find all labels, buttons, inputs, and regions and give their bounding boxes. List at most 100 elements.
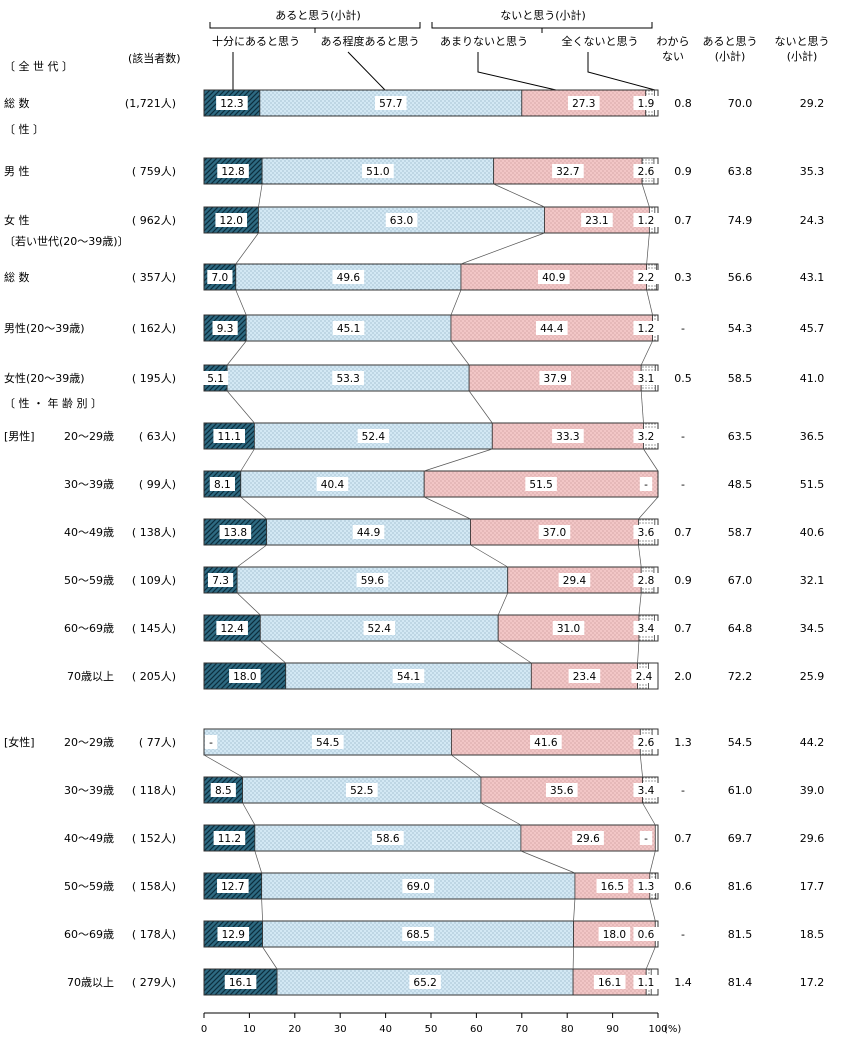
dont-know-value: 0.6 <box>674 880 692 893</box>
aru-subtotal-value: 70.0 <box>728 97 753 110</box>
respondents-count: ( 195人) <box>132 372 176 385</box>
header-aru-subtotal-1: あると思う <box>703 35 758 48</box>
connector-line <box>451 341 469 365</box>
connector-line <box>646 947 655 969</box>
nai-subtotal-value: 36.5 <box>800 430 825 443</box>
dont-know-value: 0.7 <box>674 526 692 539</box>
data-label: 23.4 <box>573 671 597 683</box>
category-label: 60～69歳 <box>64 928 114 941</box>
data-label: 1.1 <box>638 977 655 989</box>
dont-know-value: 0.7 <box>674 214 692 227</box>
data-label: 44.4 <box>540 323 564 335</box>
data-label: 5.1 <box>207 373 224 385</box>
data-label: 16.1 <box>598 977 621 989</box>
nai-subtotal-value: 51.5 <box>800 478 825 491</box>
data-label: 27.3 <box>572 98 595 110</box>
connector-line <box>262 899 263 921</box>
group-label: [男性] <box>4 429 35 443</box>
category-label: 女 性 <box>4 213 30 227</box>
connector-line <box>424 449 492 471</box>
data-label: 2.2 <box>638 272 655 284</box>
legend-series-2: ある程度あると思う <box>321 34 420 48</box>
data-label: 68.5 <box>406 929 429 941</box>
connector-line <box>647 290 653 315</box>
x-tick-label: 70 <box>515 1024 528 1035</box>
nai-subtotal-value: 34.5 <box>800 622 825 635</box>
dont-know-value: - <box>681 430 685 443</box>
section-label: 〔 全 世 代 〕 <box>4 59 73 73</box>
category-label: 総 数 <box>4 96 30 110</box>
dont-know-value: 0.9 <box>674 574 692 587</box>
category-label: 50～59歳 <box>64 880 114 893</box>
connector-line <box>241 449 255 471</box>
legend-brace-aru <box>210 22 420 33</box>
connector-line <box>227 341 246 365</box>
dont-know-value: 0.7 <box>674 832 692 845</box>
connector-line <box>642 184 649 207</box>
aru-subtotal-value: 63.8 <box>728 165 753 178</box>
category-label: 30～39歳 <box>64 784 114 797</box>
data-label: 49.6 <box>337 272 361 284</box>
data-label: 12.7 <box>221 881 244 893</box>
data-label: 45.1 <box>337 323 360 335</box>
legend-group-aru: あると思う(小計) <box>275 8 361 22</box>
respondents-count: ( 138人) <box>132 526 176 539</box>
respondents-count: ( 162人) <box>132 322 176 335</box>
data-label: 12.3 <box>220 98 243 110</box>
header-nai-subtotal-2: (小計) <box>787 49 818 63</box>
connector-line <box>481 803 521 825</box>
category-label: 20～29歳 <box>64 736 114 749</box>
legend-series-4: 全くないと思う <box>562 34 639 48</box>
connector-line <box>243 803 255 825</box>
data-label: 63.0 <box>390 215 413 227</box>
data-label: 2.4 <box>636 671 653 683</box>
data-label: 12.9 <box>222 929 245 941</box>
dont-know-value: 1.4 <box>674 976 692 989</box>
connector-line <box>424 497 470 519</box>
data-label: 37.0 <box>543 527 566 539</box>
aru-subtotal-value: 61.0 <box>728 784 753 797</box>
data-label: 29.4 <box>563 575 587 587</box>
legend-pointer-2 <box>348 52 385 90</box>
nai-subtotal-value: 39.0 <box>800 784 825 797</box>
x-tick-label: 20 <box>288 1024 301 1035</box>
x-tick-label: 0 <box>201 1024 207 1035</box>
data-label: 58.6 <box>376 833 400 845</box>
x-tick-label: 50 <box>425 1024 438 1035</box>
aru-subtotal-value: 74.9 <box>728 214 753 227</box>
connector-line <box>641 391 643 423</box>
connector-line <box>650 899 655 921</box>
data-label: 3.4 <box>638 623 655 635</box>
data-label: 65.2 <box>413 977 436 989</box>
data-label: 9.3 <box>217 323 234 335</box>
category-label: 50～59歳 <box>64 574 114 587</box>
data-label: 2.6 <box>638 166 655 178</box>
aru-subtotal-value: 81.6 <box>728 880 753 893</box>
connector-line <box>521 851 575 873</box>
category-label: 女性(20～39歳) <box>4 371 85 385</box>
x-tick-label: 100 <box>648 1024 667 1035</box>
data-label: 3.1 <box>638 373 655 385</box>
data-label: 32.7 <box>556 166 579 178</box>
data-label: 52.4 <box>368 623 392 635</box>
connector-line <box>237 593 260 615</box>
connector-line <box>469 391 492 423</box>
aru-subtotal-value: 56.6 <box>728 271 753 284</box>
connector-line <box>638 545 641 567</box>
nai-subtotal-value: 32.1 <box>800 574 825 587</box>
respondents-count: ( 63人) <box>139 430 176 443</box>
connector-line <box>236 290 246 315</box>
x-tick-label: 80 <box>561 1024 574 1035</box>
dont-know-value: 0.9 <box>674 165 692 178</box>
respondents-count: ( 118人) <box>132 784 176 797</box>
dont-know-value: 2.0 <box>674 670 692 683</box>
nai-subtotal-value: 35.3 <box>800 165 825 178</box>
section-label: 〔若い世代(20～39歳)〕 <box>4 235 129 248</box>
connector-line <box>639 593 641 615</box>
connector-line <box>204 755 243 777</box>
data-label: 0.6 <box>638 929 655 941</box>
aru-subtotal-value: 69.7 <box>728 832 753 845</box>
data-label: 11.1 <box>218 431 241 443</box>
legend-pointer-3 <box>478 52 556 90</box>
data-label: 40.4 <box>321 479 345 491</box>
